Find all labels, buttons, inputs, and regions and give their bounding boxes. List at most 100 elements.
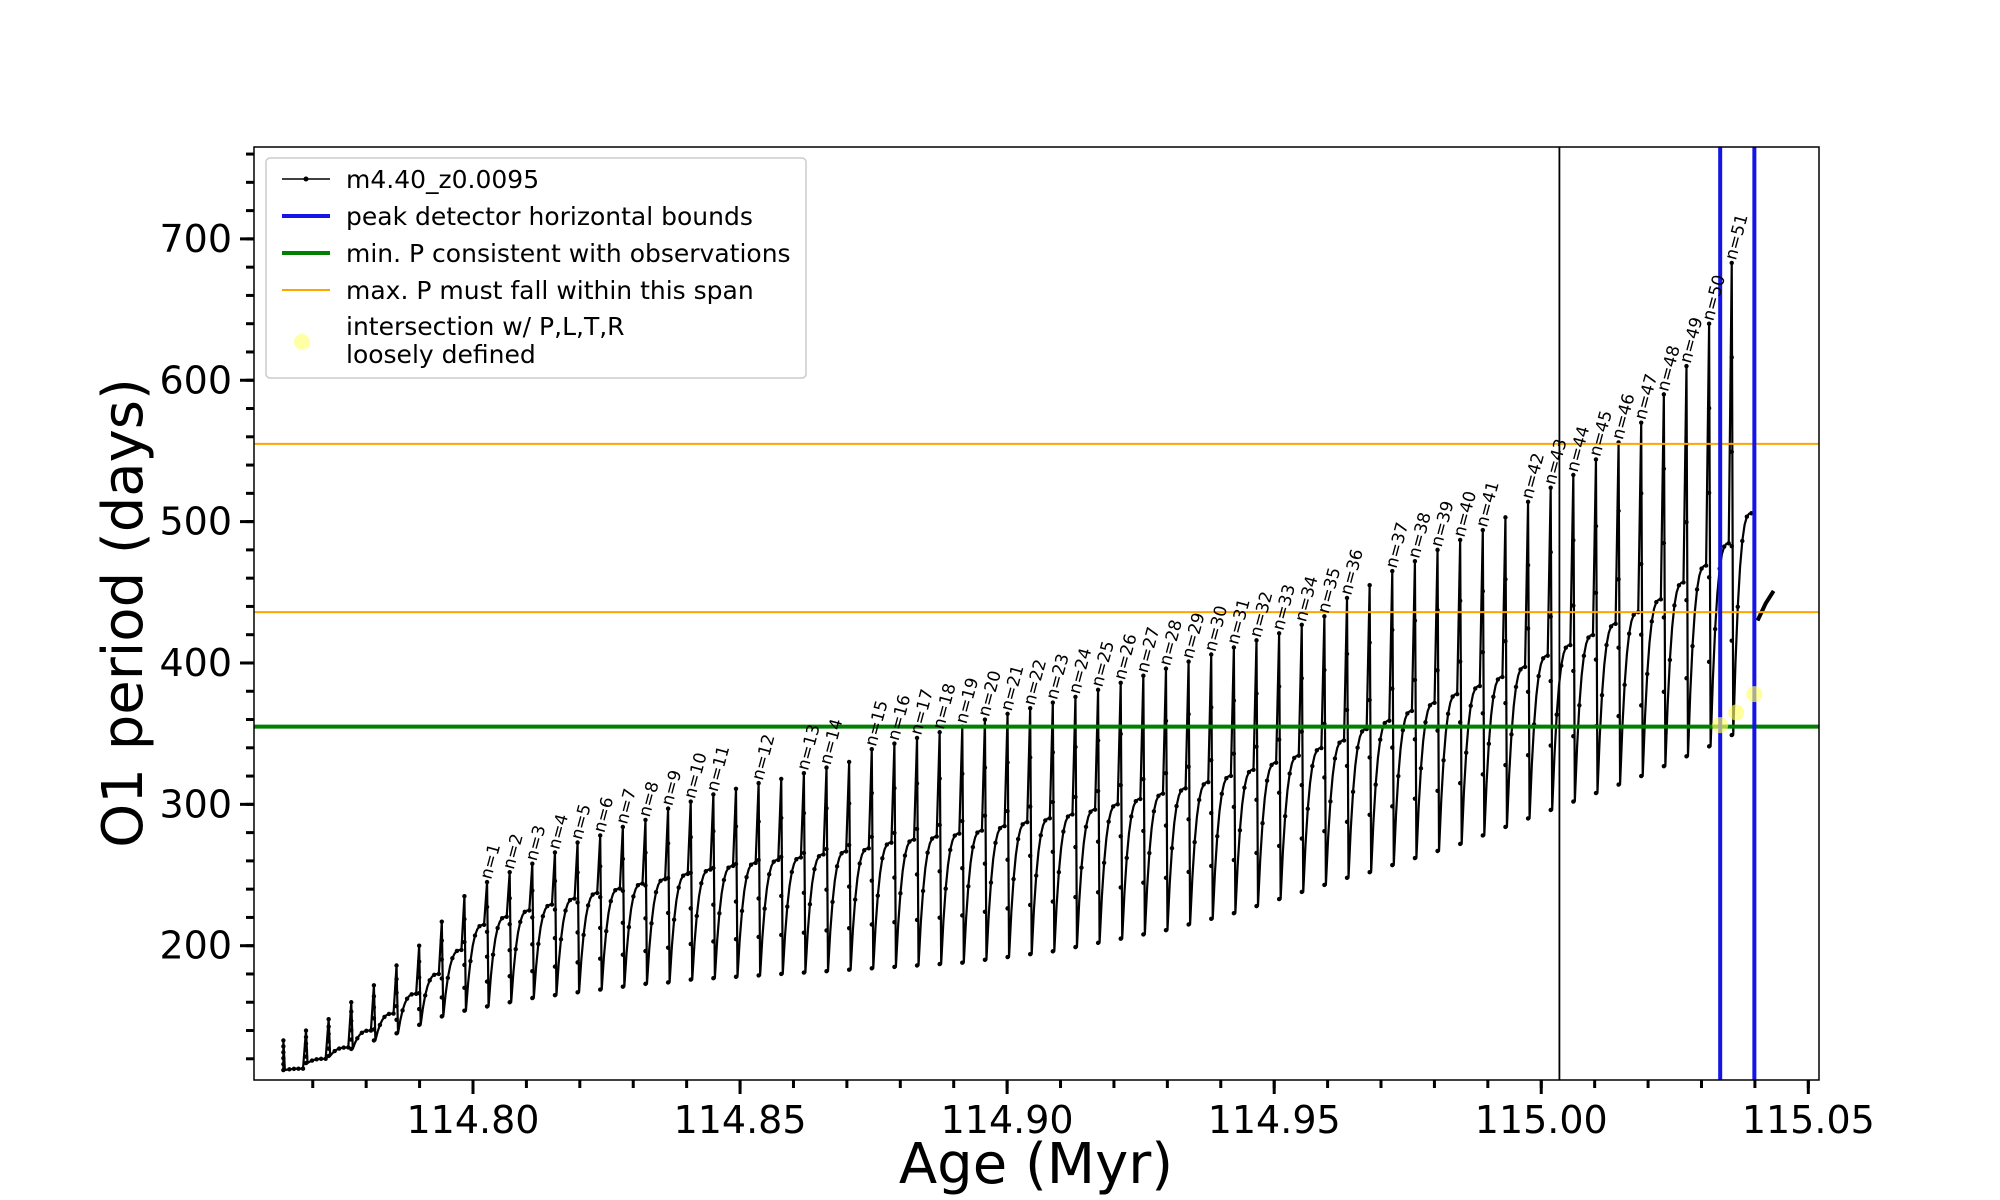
series-dot [960, 771, 965, 777]
series-dot [1480, 833, 1486, 838]
series-dot [552, 878, 558, 884]
series-dot [857, 861, 862, 866]
series-dot [1503, 762, 1508, 768]
series-dot [1141, 932, 1146, 937]
series-dot [771, 859, 776, 864]
series-dot [726, 865, 731, 870]
series-dot [1554, 712, 1559, 717]
series-dot [1341, 738, 1347, 743]
series-dot [1056, 869, 1062, 875]
series-dot [1571, 799, 1576, 804]
series-dot [318, 1056, 324, 1062]
series-dot [416, 1006, 422, 1012]
series-dot [1095, 940, 1101, 946]
series-dot [1344, 875, 1350, 881]
series-dot [801, 970, 807, 975]
series-dot [1457, 598, 1463, 603]
series-dot [590, 892, 595, 897]
series-dot [1141, 776, 1146, 782]
series-dot [572, 896, 577, 901]
legend-label-intersection-line2: loosely defined [346, 340, 536, 369]
series-dot [341, 1045, 346, 1050]
series-dot [649, 921, 654, 926]
series-dot [296, 1066, 301, 1071]
series-dot [643, 850, 648, 855]
series-dot [530, 942, 535, 947]
series-dot [620, 888, 626, 894]
series-dot [1209, 916, 1214, 922]
series-dot [1047, 816, 1053, 821]
legend-label-intersection: intersection w/ P,L,T,R [346, 312, 625, 341]
series-dot [1545, 653, 1550, 658]
series-dot [1491, 694, 1496, 700]
series-dot [1690, 643, 1695, 649]
pulse-label: n=41 [1472, 479, 1503, 529]
series-dot [1740, 538, 1745, 544]
series-dot [748, 862, 754, 867]
series-dot [1319, 745, 1324, 751]
series-dot [530, 915, 535, 920]
series-dot [477, 923, 482, 929]
series-dot [1138, 796, 1143, 802]
series-dot [1525, 752, 1531, 758]
series-dot [608, 898, 613, 904]
series-dot [1729, 638, 1734, 643]
series-dot [1571, 538, 1576, 543]
series-dot [326, 1024, 331, 1029]
series-dot [1639, 632, 1644, 637]
series-dot [1254, 903, 1259, 909]
series-dot [1118, 680, 1123, 685]
series-dot [1503, 639, 1508, 644]
series-dot [1509, 732, 1514, 737]
series-dot [1215, 834, 1220, 839]
series-dot [756, 857, 761, 863]
series-dot [349, 1018, 354, 1024]
series-dot [1661, 615, 1667, 620]
series-dot [1457, 841, 1463, 847]
series-dot [816, 854, 822, 859]
series-dot [739, 908, 745, 914]
series-dot [1092, 807, 1098, 812]
series-dot [1095, 839, 1101, 844]
series-dot [892, 741, 897, 746]
series-dot [846, 801, 852, 806]
series-dot [733, 861, 739, 867]
series-dot [540, 914, 546, 919]
series-dot [507, 974, 512, 979]
series-dot [846, 759, 852, 765]
series-dot [484, 879, 490, 885]
series-dot [326, 1031, 331, 1037]
intersection-markers [1712, 686, 1763, 734]
series-dot [1314, 748, 1320, 753]
series-dot [1396, 773, 1401, 779]
series-dot [812, 866, 817, 872]
series-dot [1005, 808, 1010, 814]
series-dot [824, 928, 829, 933]
series-dot [1608, 624, 1614, 629]
series-dot [1435, 547, 1440, 553]
series-dot [1616, 645, 1621, 650]
series-dot [1322, 829, 1327, 834]
series-dot [1367, 583, 1372, 588]
series-dot [1378, 737, 1383, 742]
series-dot [801, 890, 807, 896]
y-tick-label: 500 [159, 500, 232, 544]
series-dot [1571, 603, 1576, 608]
pulse-label: n=12 [748, 732, 779, 782]
series-dot [1525, 816, 1531, 821]
series-dot [620, 952, 626, 957]
series-dot [1095, 687, 1101, 693]
series-dot [756, 780, 761, 786]
series-dot [1681, 580, 1686, 585]
series-dot [439, 919, 444, 924]
x-tick-label: 115.05 [1742, 1098, 1875, 1142]
pulse-label: n=51 [1721, 212, 1752, 262]
series-dot [1525, 562, 1531, 568]
series-dot [1322, 667, 1327, 673]
series-dot [1209, 863, 1214, 869]
series-dot [1254, 744, 1259, 749]
series-dot [1073, 694, 1078, 700]
legend-label-peak-bounds: peak detector horizontal bounds [346, 202, 753, 231]
series-dot [1027, 804, 1033, 809]
series-dot [1540, 656, 1546, 661]
